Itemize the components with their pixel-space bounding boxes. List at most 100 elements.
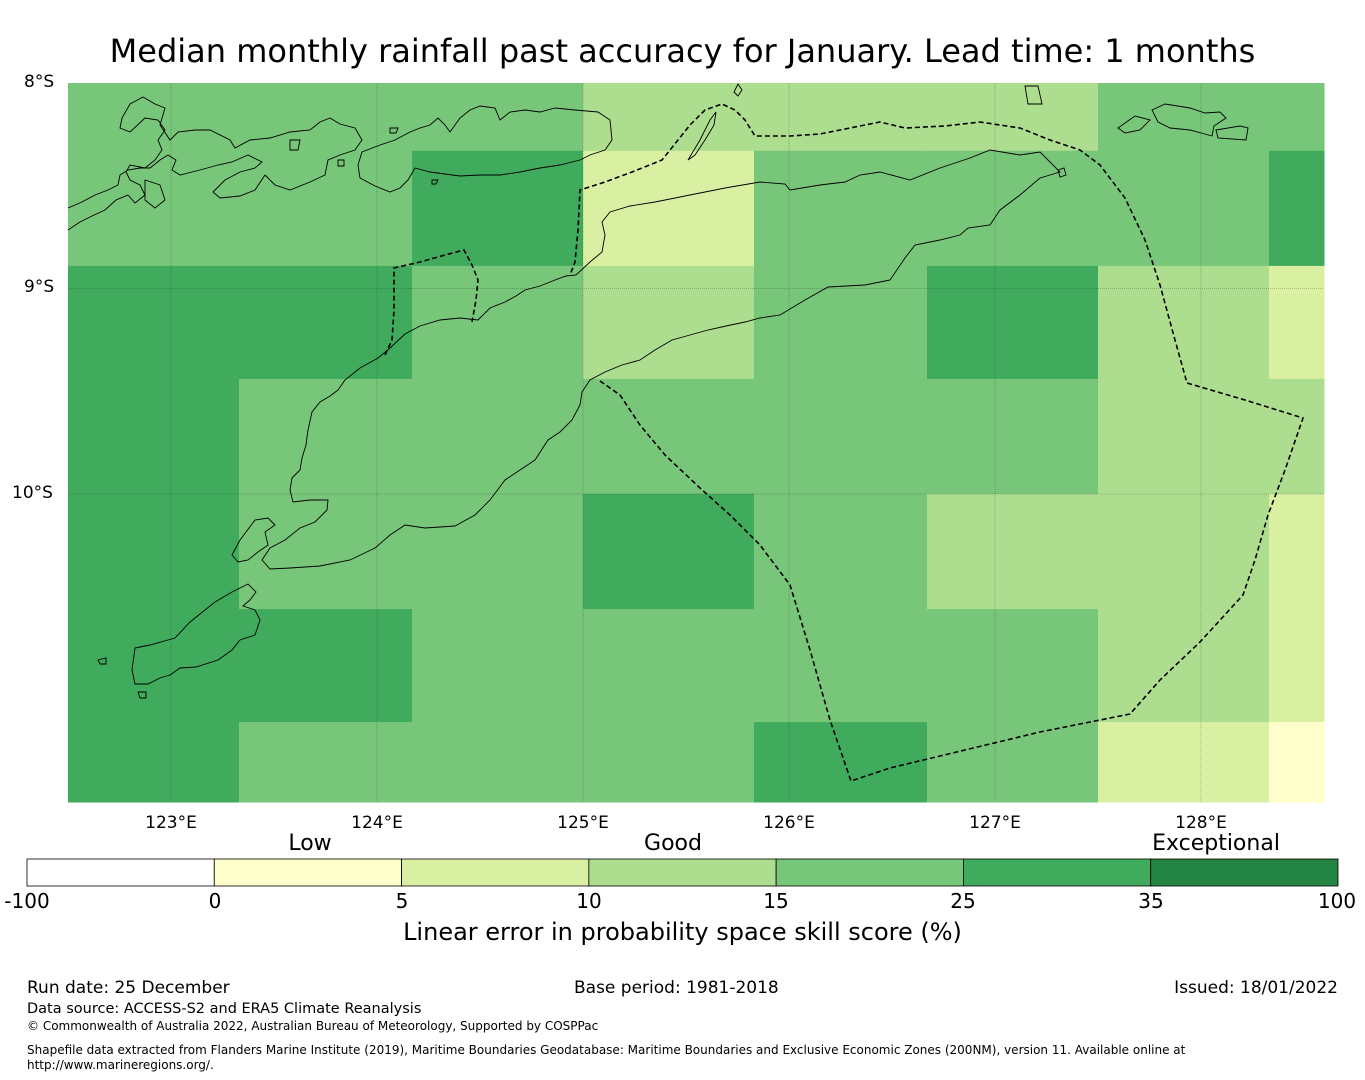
colorbar-bin xyxy=(963,858,1152,887)
base-period: Base period: 1981-2018 xyxy=(574,978,779,998)
lon-label-125e: 125°E xyxy=(557,813,609,833)
grid-cell xyxy=(412,378,584,495)
grid-cell xyxy=(1268,494,1325,610)
grid-cell xyxy=(68,378,240,495)
grid-cell xyxy=(1098,83,1270,152)
grid-cell xyxy=(753,378,928,495)
grid-cell xyxy=(412,609,584,723)
grid-cell xyxy=(1268,265,1325,380)
lat-label-9s: 9°S xyxy=(24,277,55,297)
grid-cell xyxy=(583,378,755,495)
grid-cell xyxy=(412,150,584,267)
grid-cell xyxy=(1098,265,1270,380)
grid-cell xyxy=(753,150,928,267)
gridlines xyxy=(68,83,1324,802)
grid-cell xyxy=(583,150,755,267)
grid-cell xyxy=(753,83,928,152)
grid-cell xyxy=(1098,150,1270,267)
colorbar-bin xyxy=(213,858,402,887)
grid-cell xyxy=(68,83,240,152)
issued-date: Issued: 18/01/2022 xyxy=(1174,978,1338,998)
lon-label-126e: 126°E xyxy=(763,813,815,833)
grid-cell xyxy=(927,609,1099,723)
grid-cell xyxy=(412,265,584,380)
grid-cell xyxy=(68,494,240,610)
shapefile-url: http://www.marineregions.org/. xyxy=(27,1058,214,1072)
colorbar xyxy=(26,858,1339,887)
skill-grid xyxy=(68,83,1325,803)
grid-cell xyxy=(583,265,755,380)
category-low: Low xyxy=(288,831,332,856)
grid-cell xyxy=(927,378,1099,495)
grid-cell xyxy=(1268,150,1325,267)
shapefile-credit: Shapefile data extracted from Flanders M… xyxy=(27,1043,1186,1057)
grid-cell xyxy=(753,494,928,610)
colorbar-title: Linear error in probability space skill … xyxy=(403,918,962,946)
grid-cell xyxy=(68,150,240,267)
grid-cell xyxy=(583,83,755,152)
grid-cell xyxy=(238,265,413,380)
timor-coastline xyxy=(261,149,1061,570)
grid-cell xyxy=(68,722,240,803)
cb-tick-5: 5 xyxy=(395,889,409,913)
grid-cell xyxy=(927,722,1099,803)
grid-cell xyxy=(412,494,584,610)
grid-cell xyxy=(412,83,584,152)
grid-cell xyxy=(583,494,755,610)
grid-cell xyxy=(238,150,413,267)
grid-cell xyxy=(1268,83,1325,152)
data-source: Data source: ACCESS-S2 and ERA5 Climate … xyxy=(27,1001,422,1017)
coastlines xyxy=(67,83,1249,699)
category-good: Good xyxy=(644,831,702,856)
rote-island xyxy=(131,583,261,685)
grid-cell xyxy=(1098,378,1270,495)
grid-cell xyxy=(1268,609,1325,723)
eez-boundary xyxy=(384,103,1305,783)
grid-cell xyxy=(238,83,413,152)
colorbar-bin xyxy=(1150,858,1339,887)
grid-cell xyxy=(927,265,1099,380)
grid-cell xyxy=(238,378,413,495)
cb-tick-100: 100 xyxy=(1317,889,1357,913)
grid-cell xyxy=(753,609,928,723)
grid-cell xyxy=(583,609,755,723)
lat-label-10s: 10°S xyxy=(12,483,53,503)
grid-cell xyxy=(1098,609,1270,723)
colorbar-bin xyxy=(26,858,215,887)
copyright: © Commonwealth of Australia 2022, Austra… xyxy=(27,1019,599,1033)
category-exceptional: Exceptional xyxy=(1152,831,1280,856)
grid-cell xyxy=(753,722,928,803)
atauro-island xyxy=(687,111,717,161)
grid-cell xyxy=(68,265,240,380)
map-title: Median monthly rainfall past accuracy fo… xyxy=(109,32,1256,70)
lon-label-127e: 127°E xyxy=(969,813,1021,833)
cb-tick-35: 35 xyxy=(1138,889,1164,913)
flores-coastline xyxy=(67,96,363,231)
grid-cell xyxy=(1098,722,1270,803)
run-date: Run date: 25 December xyxy=(27,978,230,998)
grid-cell xyxy=(753,265,928,380)
grid-cell xyxy=(238,609,413,723)
cb-tick-15: 15 xyxy=(763,889,789,913)
colorbar-bin xyxy=(775,858,964,887)
lon-label-124e: 124°E xyxy=(351,813,403,833)
colorbar-bin xyxy=(401,858,590,887)
grid-cell xyxy=(68,609,240,723)
cb-tick-0: 0 xyxy=(208,889,222,913)
colorbar-bin xyxy=(588,858,777,887)
grid-cell xyxy=(583,722,755,803)
alor-island xyxy=(1151,103,1227,137)
cb-tick-10: 10 xyxy=(576,889,602,913)
grid-cell xyxy=(927,150,1099,267)
grid-cell xyxy=(927,83,1099,152)
grid-cell xyxy=(1098,494,1270,610)
skill-map xyxy=(67,83,1325,803)
cb-tick-25: 25 xyxy=(950,889,976,913)
cb-tick-neg100: -100 xyxy=(4,889,50,913)
grid-cell xyxy=(1268,722,1325,803)
lat-label-8s: 8°S xyxy=(24,72,55,92)
grid-cell xyxy=(238,722,413,803)
grid-cell xyxy=(927,494,1099,610)
lon-label-128e: 128°E xyxy=(1175,813,1227,833)
lon-label-123e: 123°E xyxy=(145,813,197,833)
